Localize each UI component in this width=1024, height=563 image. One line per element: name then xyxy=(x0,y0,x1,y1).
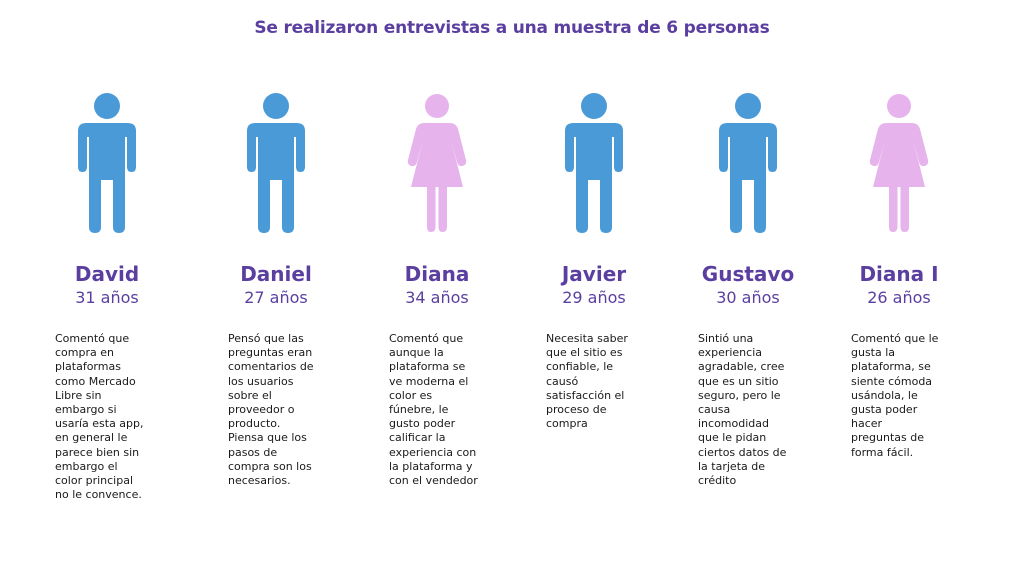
male-person-icon xyxy=(713,92,783,237)
person-name: Diana I xyxy=(859,262,939,286)
person-age: 27 años xyxy=(244,288,308,307)
person-age: 29 años xyxy=(562,288,626,307)
person-card-david: David 31 años Comentó que compra en plat… xyxy=(27,0,187,563)
person-comment: Comentó que le gusta la plataforma, se s… xyxy=(851,332,939,459)
female-person-icon xyxy=(864,92,934,237)
person-name: David xyxy=(74,262,140,286)
person-age: 30 años xyxy=(716,288,780,307)
person-name: Daniel xyxy=(240,262,312,286)
person-name: Gustavo xyxy=(701,262,795,286)
person-card-diana: Diana 34 años Comentó que aunque la plat… xyxy=(357,0,517,563)
person-age: 31 años xyxy=(75,288,139,307)
person-age: 26 años xyxy=(867,288,931,307)
person-age: 34 años xyxy=(405,288,469,307)
female-person-icon xyxy=(402,92,472,237)
person-card-gustavo: Gustavo 30 años Sintió una experiencia a… xyxy=(668,0,828,563)
page-title: Se realizaron entrevistas a una muestra … xyxy=(254,18,770,38)
person-name: Diana xyxy=(404,262,470,286)
male-person-icon xyxy=(559,92,629,237)
person-card-javier: Javier 29 años Necesita saber que el sit… xyxy=(514,0,674,563)
person-card-daniel: Daniel 27 años Pensó que las preguntas e… xyxy=(196,0,356,563)
male-person-icon xyxy=(72,92,142,237)
person-comment: Pensó que las preguntas eran comentarios… xyxy=(228,332,314,488)
person-comment: Comentó que aunque la plataforma se ve m… xyxy=(389,332,478,488)
male-person-icon xyxy=(241,92,311,237)
person-comment: Comentó que compra en plataformas como M… xyxy=(55,332,144,502)
person-comment: Sintió una experiencia agradable, cree q… xyxy=(698,332,787,488)
person-card-diana-i: Diana I 26 años Comentó que le gusta la … xyxy=(819,0,979,563)
person-name: Javier xyxy=(561,262,627,286)
person-comment: Necesita saber que el sitio es confiable… xyxy=(546,332,628,431)
